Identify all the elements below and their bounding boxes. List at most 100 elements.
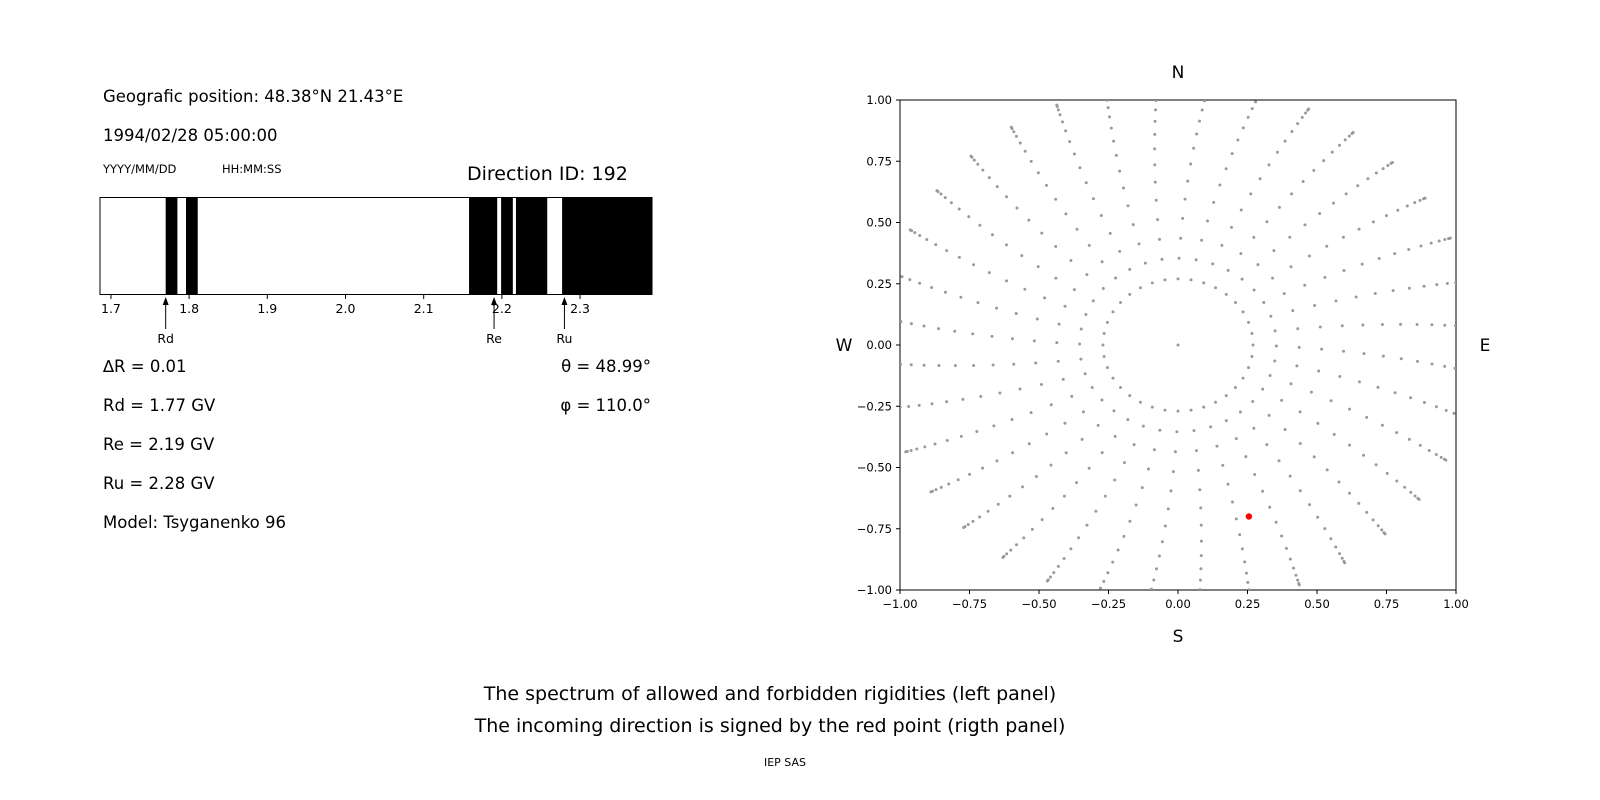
direction-point [1448, 236, 1452, 240]
direction-point [1198, 578, 1202, 582]
direction-point [1341, 235, 1345, 239]
direction-point [1354, 295, 1358, 299]
direction-point [1357, 380, 1361, 384]
direction-point [885, 362, 888, 365]
direction-point [992, 424, 996, 428]
direction-point [1385, 471, 1389, 475]
direction-point [1430, 323, 1434, 327]
direction-point [1296, 327, 1300, 331]
direction-point [1149, 587, 1153, 590]
direction-point [1383, 532, 1387, 536]
direction-point [1251, 343, 1255, 347]
direction-point [930, 402, 934, 406]
direction-point [934, 243, 938, 247]
scatter-y-tick-label: −0.75 [857, 522, 892, 536]
direction-point [1312, 168, 1316, 172]
direction-point [1084, 312, 1088, 316]
direction-point [1105, 94, 1108, 97]
direction-point [1154, 108, 1158, 112]
direction-point [1209, 425, 1213, 429]
direction-point [1029, 411, 1033, 415]
direction-point [1063, 304, 1067, 308]
rd-value-text: Rd = 1.77 GV [103, 396, 216, 415]
spectrum-x-tick-label: 2.1 [414, 301, 434, 316]
direction-point [1198, 488, 1202, 492]
direction-point [892, 272, 895, 275]
direction-point [1163, 524, 1167, 528]
direction-point [1111, 560, 1115, 564]
direction-point [1277, 459, 1281, 463]
direction-point [1122, 186, 1126, 190]
scatter-points-group [885, 91, 1469, 594]
direction-point [1128, 292, 1132, 296]
direction-point [1102, 332, 1106, 336]
direction-point [1027, 218, 1031, 222]
direction-point [1289, 382, 1293, 386]
direction-point [1152, 448, 1156, 452]
compass-label-west: W [836, 336, 853, 356]
direction-point [1122, 534, 1126, 538]
direction-point [981, 168, 985, 172]
credit-text: IEP SAS [763, 756, 807, 769]
direction-point [1069, 258, 1073, 262]
direction-point [1365, 415, 1369, 419]
direction-point [1049, 403, 1053, 407]
direction-point [900, 275, 904, 279]
direction-point [1272, 249, 1276, 253]
direction-point [1298, 442, 1302, 446]
cutoff-arrow-head [561, 297, 568, 305]
direction-point [1039, 382, 1043, 386]
scatter-y-tick-label: 1.00 [866, 93, 892, 107]
direction-point [1126, 418, 1130, 422]
direction-point [1064, 451, 1068, 455]
direction-point [1462, 325, 1465, 328]
direction-point [1250, 332, 1254, 336]
direction-point [1035, 317, 1039, 321]
direction-point [1054, 276, 1058, 280]
direction-point [1337, 143, 1341, 147]
direction-point [1098, 586, 1102, 590]
direction-point [1418, 443, 1422, 447]
scatter-y-tick-label: −0.25 [857, 399, 892, 413]
direction-point [1423, 196, 1427, 200]
direction-point [913, 231, 917, 235]
direction-point [1097, 591, 1100, 594]
direction-point [1192, 429, 1196, 433]
direction-point [1303, 223, 1307, 227]
direction-point [1224, 419, 1228, 423]
direction-point [1177, 256, 1181, 260]
direction-point [1189, 408, 1193, 412]
direction-point [1323, 527, 1327, 531]
direction-point [937, 363, 941, 367]
direction-point [1062, 494, 1066, 498]
direction-point [1466, 280, 1469, 283]
direction-point [1417, 497, 1421, 501]
direction-point [1015, 543, 1019, 547]
direction-point [1419, 244, 1423, 248]
direction-point [1445, 281, 1449, 285]
direction-point [1444, 458, 1448, 462]
direction-point [1361, 323, 1365, 327]
direction-point [1211, 262, 1215, 266]
direction-point [1150, 405, 1154, 409]
direction-point [1454, 281, 1456, 285]
direction-point [1020, 254, 1024, 258]
scatter-x-tick-label: 0.75 [1374, 597, 1400, 611]
direction-point [1295, 364, 1299, 368]
direction-point [1153, 132, 1157, 136]
direction-point [1118, 249, 1122, 253]
direction-point [1274, 344, 1278, 348]
direction-point [1325, 244, 1329, 248]
direction-point [1102, 579, 1106, 583]
scatter-x-tick-label: −0.50 [1021, 597, 1056, 611]
direction-point [1290, 129, 1294, 133]
scatter-svg: −1.00 −0.75 −0.50 −0.25 0.00 0.25 0.50 0.75 1.00… [836, 63, 1491, 647]
direction-point [1300, 115, 1304, 119]
direction-point [923, 445, 927, 449]
direction-point [1259, 91, 1262, 94]
scatter-x-tick-label: 0.00 [1165, 597, 1191, 611]
direction-point [1338, 374, 1342, 378]
direction-point [1258, 92, 1261, 95]
direction-point [1054, 197, 1058, 201]
direction-point [1371, 220, 1375, 224]
